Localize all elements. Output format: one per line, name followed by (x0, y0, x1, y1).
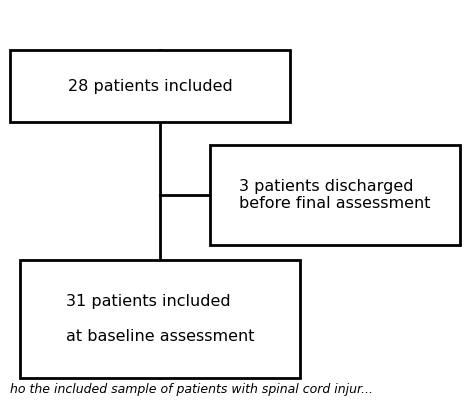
Text: ho the included sample of patients with spinal cord injur...: ho the included sample of patients with … (10, 383, 373, 396)
FancyBboxPatch shape (20, 260, 300, 378)
Text: 28 patients included: 28 patients included (68, 78, 232, 93)
FancyBboxPatch shape (210, 145, 460, 245)
Text: 31 patients included

at baseline assessment: 31 patients included at baseline assessm… (66, 294, 254, 344)
FancyBboxPatch shape (10, 50, 290, 122)
Text: 3 patients discharged
before final assessment: 3 patients discharged before final asses… (239, 179, 431, 211)
